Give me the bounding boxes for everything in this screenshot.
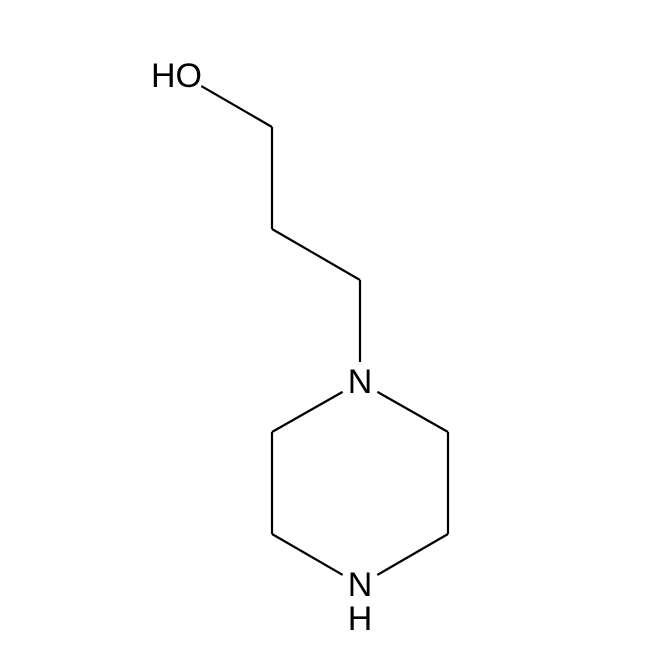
bond: [272, 392, 343, 432]
bond: [377, 534, 448, 575]
atom-label: N: [348, 363, 373, 401]
bond: [201, 86, 272, 127]
bond: [272, 229, 360, 280]
bond: [377, 392, 448, 432]
bond: [272, 534, 343, 575]
molecule-diagram: HONNH: [0, 0, 650, 650]
atom-label: H: [348, 600, 373, 638]
atom-label: N: [348, 566, 373, 604]
atom-label: HO: [151, 57, 202, 95]
